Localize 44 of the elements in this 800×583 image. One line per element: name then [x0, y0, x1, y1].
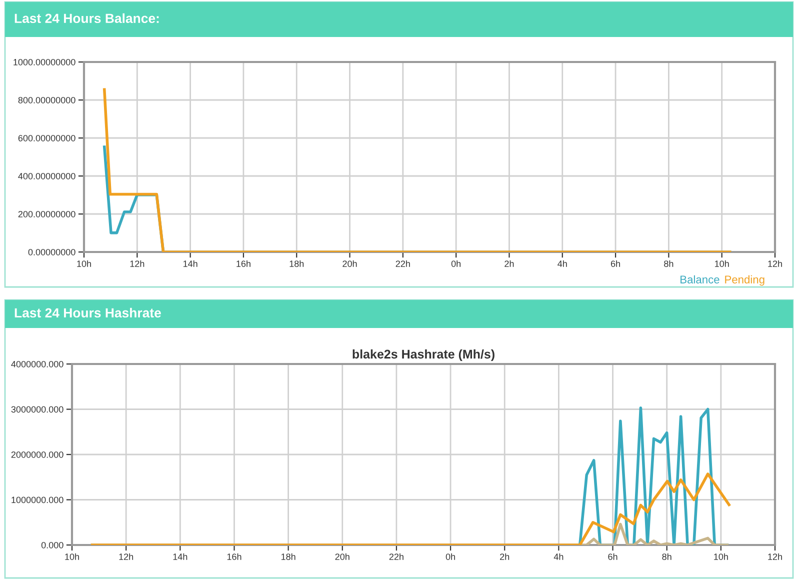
x-tick-label: 22h	[389, 553, 404, 560]
y-tick-label: 400.00000000	[18, 172, 76, 180]
x-tick-label: 10h	[77, 260, 91, 267]
y-tick-label: 1000000.000	[12, 496, 64, 504]
chart-subtitle: blake2s Hashrate (Mh/s)	[352, 349, 494, 362]
y-tick-label: 2000000.000	[11, 451, 64, 458]
x-tick-label: 10h	[714, 553, 728, 560]
y-tick-label: 200.00000000	[18, 210, 76, 218]
x-tick-label: 4h	[558, 260, 567, 267]
text: Pending	[725, 275, 764, 286]
x-tick-label: 0h	[446, 553, 455, 560]
x-tick-label: 20h	[342, 260, 357, 267]
chart-title: Last 24 Hours Hashrate	[14, 308, 161, 318]
y-tick-label: 3000000.000	[11, 406, 64, 413]
x-tick-label: 18h	[281, 553, 296, 560]
x-tick-label: 12h	[768, 260, 782, 267]
x-tick-label: 8h	[664, 260, 674, 267]
y-tick-label: 600.00000000	[18, 134, 76, 142]
text: Balance	[680, 275, 720, 284]
x-tick-label: 6h	[610, 260, 620, 267]
x-tick-label: 0h	[451, 260, 461, 267]
y-tick-label: 1000.00000000	[14, 58, 76, 66]
y-tick-label: 0.000	[41, 542, 64, 548]
y-tick-label: 4000000.000	[11, 360, 64, 368]
x-tick-label: 12h	[130, 260, 144, 267]
y-tick-label: 0.00000000	[28, 248, 76, 256]
x-tick-label: 14h	[183, 260, 198, 267]
x-tick-label: 18h	[290, 260, 304, 267]
x-tick-label: 12h	[119, 553, 134, 560]
x-tick-label: 10h	[65, 553, 79, 560]
x-tick-label: 10h	[715, 260, 729, 267]
x-tick-label: 2h	[500, 553, 510, 560]
x-tick-label: 20h	[335, 553, 350, 560]
y-tick-label: 800.00000000	[18, 96, 76, 104]
x-tick-label: 16h	[227, 553, 242, 560]
x-tick-label: 2h	[504, 260, 514, 267]
x-tick-label: 4h	[554, 553, 564, 560]
x-tick-label: 16h	[236, 260, 250, 267]
x-tick-label: 12h	[768, 553, 782, 560]
x-tick-label: 8h	[662, 553, 672, 560]
x-tick-label: 6h	[608, 553, 618, 560]
chart-title: Last 24 Hours Balance:	[14, 13, 159, 24]
x-tick-label: 22h	[396, 260, 410, 267]
x-tick-label: 14h	[173, 553, 188, 560]
